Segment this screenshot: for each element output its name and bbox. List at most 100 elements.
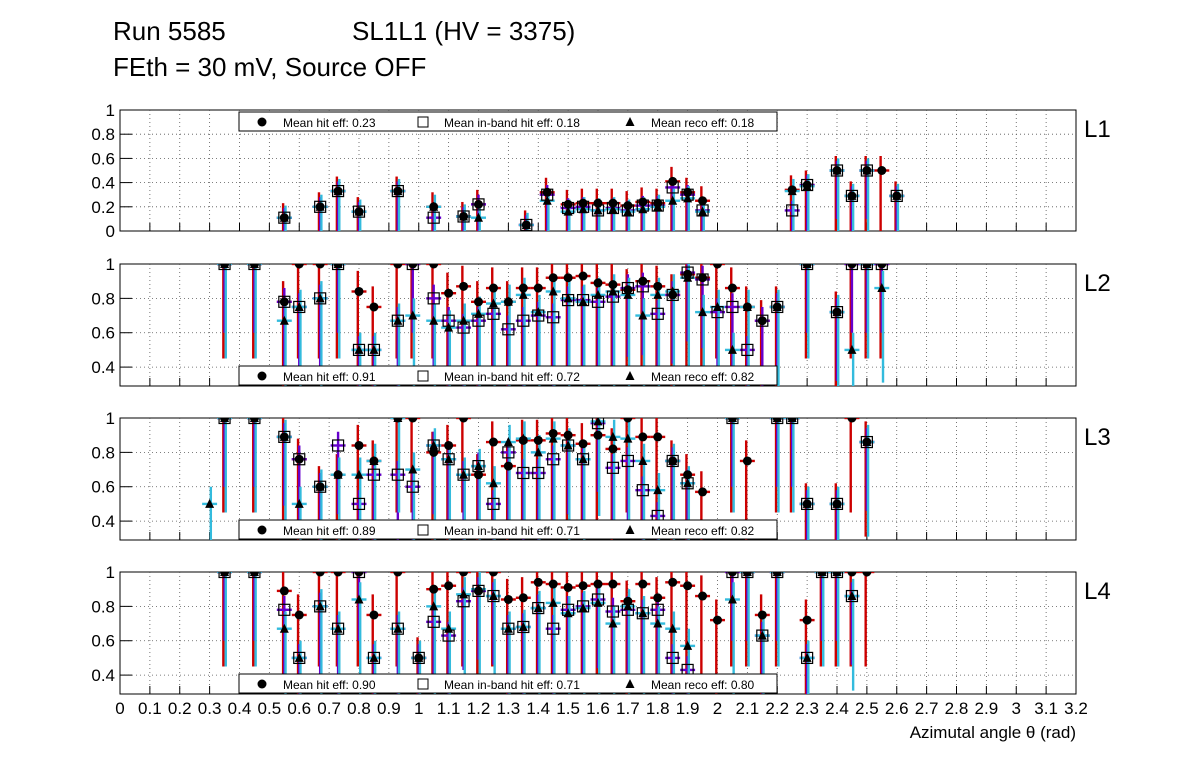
point-reco-eff bbox=[393, 623, 403, 633]
point-hit-eff bbox=[503, 461, 513, 471]
x-tick-label: 2.3 bbox=[795, 699, 819, 718]
point-inband-eff bbox=[666, 181, 679, 194]
point-reco-eff bbox=[593, 418, 603, 426]
point-reco-eff bbox=[279, 315, 289, 325]
x-tick-label: 1.5 bbox=[556, 699, 580, 718]
chamber-title: SL1L1 (HV = 3375) bbox=[352, 16, 576, 46]
x-tick-label: 2.7 bbox=[915, 699, 939, 718]
legend-inband-icon bbox=[417, 678, 429, 690]
point-hit-eff bbox=[459, 418, 469, 423]
point-hit-eff bbox=[608, 579, 618, 589]
point-hit-eff bbox=[623, 201, 633, 211]
legend-hit-icon bbox=[257, 679, 267, 689]
point-reco-eff bbox=[503, 623, 513, 633]
x-tick-label: 1.9 bbox=[676, 699, 700, 718]
point-inband-eff bbox=[218, 418, 231, 425]
y-tick-label: 0.4 bbox=[91, 666, 115, 685]
point-reco-eff bbox=[408, 310, 418, 320]
point-hit-eff bbox=[757, 610, 767, 620]
legend-box bbox=[238, 365, 778, 386]
y-tick-label: 0.4 bbox=[91, 358, 115, 377]
point-hit-eff bbox=[474, 470, 483, 480]
point-reco-eff bbox=[294, 301, 304, 311]
point-hit-eff bbox=[533, 435, 543, 445]
point-inband-eff bbox=[756, 314, 769, 327]
point-inband-eff bbox=[406, 264, 419, 271]
point-inband-eff bbox=[786, 204, 799, 217]
point-reco-eff bbox=[772, 572, 782, 576]
point-reco-eff bbox=[444, 454, 454, 464]
point-hit-eff bbox=[294, 610, 304, 620]
point-reco-eff bbox=[608, 618, 618, 628]
y-tick-label: 0.8 bbox=[91, 289, 115, 308]
point-hit-eff bbox=[638, 432, 648, 442]
x-tick-label: 0 bbox=[115, 699, 124, 718]
point-hit-eff bbox=[563, 430, 573, 440]
legend-box bbox=[238, 519, 778, 540]
point-reco-eff bbox=[668, 623, 678, 633]
point-reco-eff bbox=[683, 478, 693, 488]
point-inband-eff bbox=[293, 300, 306, 314]
point-hit-eff bbox=[533, 577, 543, 587]
point-inband-eff bbox=[547, 453, 560, 466]
point-reco-eff bbox=[315, 293, 325, 303]
point-inband-eff bbox=[860, 164, 873, 177]
point-inband-eff bbox=[547, 622, 560, 635]
point-inband-eff bbox=[801, 651, 814, 665]
point-reco-eff bbox=[698, 206, 708, 216]
y-tick-label: 0.6 bbox=[91, 149, 115, 168]
conditions-title: FEth = 30 mV, Source OFF bbox=[113, 52, 427, 82]
point-reco-eff bbox=[474, 584, 483, 594]
point-reco-eff bbox=[279, 623, 289, 633]
point-reco-eff bbox=[668, 455, 678, 465]
point-inband-eff bbox=[771, 300, 784, 314]
point-reco-eff bbox=[593, 597, 603, 607]
x-tick-label: 2.2 bbox=[765, 699, 789, 718]
x-tick-label: 2.5 bbox=[855, 699, 879, 718]
point-reco-eff bbox=[548, 286, 558, 296]
legend-entry: Mean hit eff: 0.90 bbox=[283, 678, 376, 692]
y-tick-label: 1 bbox=[106, 101, 115, 120]
point-reco-eff bbox=[832, 498, 842, 508]
point-reco-eff bbox=[742, 572, 752, 576]
point-hit-eff bbox=[369, 302, 379, 312]
point-hit-eff bbox=[369, 610, 379, 620]
legend-hit-icon bbox=[257, 525, 267, 535]
point-hit-eff bbox=[429, 584, 439, 594]
point-hit-eff bbox=[757, 316, 767, 326]
point-reco-eff bbox=[802, 181, 812, 191]
point-inband-eff bbox=[651, 307, 664, 320]
point-inband-eff bbox=[606, 461, 620, 474]
point-reco-eff bbox=[333, 623, 343, 633]
point-reco-eff bbox=[533, 447, 543, 457]
legend-entry: Mean in-band hit eff: 0.72 bbox=[444, 370, 580, 384]
point-reco-eff bbox=[802, 652, 812, 662]
point-reco-eff bbox=[249, 264, 259, 268]
point-hit-eff bbox=[294, 264, 304, 269]
point-reco-eff bbox=[474, 461, 483, 471]
point-reco-eff bbox=[503, 437, 513, 447]
point-inband-eff bbox=[830, 306, 844, 319]
point-reco-eff bbox=[444, 623, 454, 633]
point-reco-eff bbox=[623, 601, 633, 611]
point-reco-eff bbox=[653, 201, 663, 211]
y-tick-label: 0 bbox=[106, 222, 115, 241]
point-hit-eff bbox=[315, 264, 325, 269]
point-hit-eff bbox=[578, 581, 588, 591]
point-hit-eff bbox=[518, 283, 528, 293]
point-hit-eff bbox=[279, 297, 289, 307]
point-reco-eff bbox=[578, 204, 588, 214]
point-inband-eff bbox=[681, 477, 694, 490]
point-reco-eff bbox=[429, 601, 439, 611]
point-inband-eff bbox=[502, 622, 515, 635]
point-reco-eff bbox=[772, 418, 782, 422]
panel-label: L4 bbox=[1084, 578, 1111, 605]
point-inband-eff bbox=[606, 605, 620, 618]
point-inband-eff bbox=[472, 460, 485, 473]
point-inband-eff bbox=[576, 453, 590, 466]
point-inband-eff bbox=[248, 418, 261, 425]
x-tick-label: 0.6 bbox=[287, 699, 311, 718]
legend-entry: Mean hit eff: 0.89 bbox=[283, 524, 376, 538]
point-inband-eff bbox=[890, 189, 903, 203]
